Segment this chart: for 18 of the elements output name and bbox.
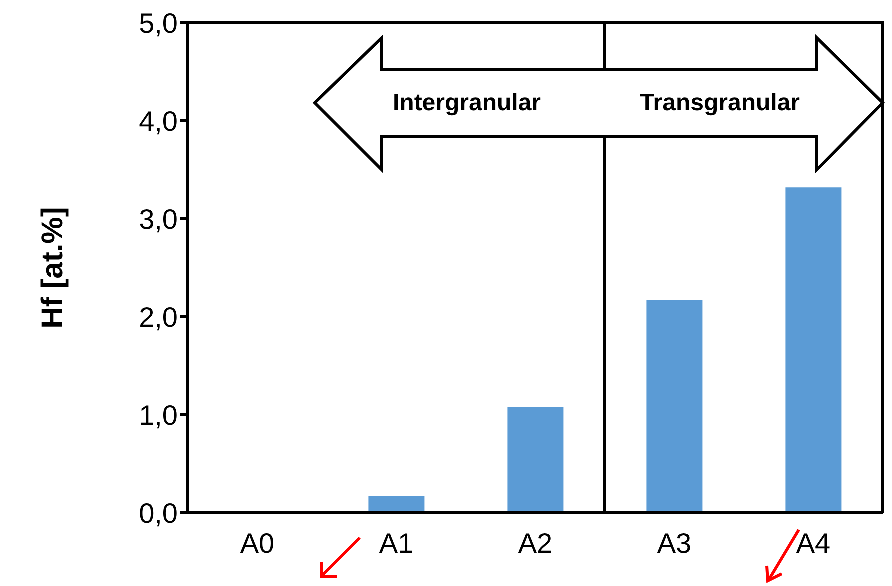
y-tick-label: 2,0 [139,302,178,333]
annotation: Intergranular [392,90,542,116]
y-tick-label: 5,0 [139,8,178,39]
y-tick-label: 3,0 [139,204,178,235]
x-tick-label: A3 [657,528,692,559]
x-tick-label: A2 [518,528,553,559]
x-tick-label: A0 [240,528,275,559]
y-axis-title: Hf [at.%] [36,207,70,329]
bar [508,407,564,513]
annotation: Transgranular [640,90,800,116]
y-tick-label: 4,0 [139,106,178,137]
bar [368,496,425,513]
bar [786,188,842,513]
x-tick-label: A1 [379,528,414,559]
y-tick-label: 0,0 [139,498,178,529]
bar [646,300,703,513]
y-tick-label: 1,0 [139,400,178,431]
x-tick-label: A4 [796,528,831,559]
